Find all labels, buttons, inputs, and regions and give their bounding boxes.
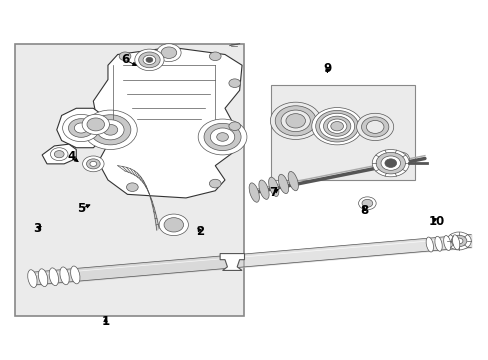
Circle shape: [203, 123, 241, 150]
Circle shape: [82, 114, 109, 134]
Circle shape: [161, 47, 176, 58]
Circle shape: [90, 115, 131, 145]
Circle shape: [228, 79, 240, 87]
Circle shape: [62, 114, 100, 141]
Ellipse shape: [49, 268, 59, 286]
Circle shape: [327, 119, 346, 134]
Text: 8: 8: [359, 204, 367, 217]
Circle shape: [446, 232, 470, 250]
Text: 5: 5: [77, 202, 85, 215]
Circle shape: [139, 52, 160, 68]
Circle shape: [87, 118, 104, 131]
Circle shape: [126, 183, 138, 192]
Circle shape: [454, 238, 462, 244]
Circle shape: [209, 52, 221, 60]
Ellipse shape: [451, 235, 459, 250]
Circle shape: [159, 214, 188, 235]
Ellipse shape: [70, 266, 80, 284]
Circle shape: [216, 133, 228, 141]
Ellipse shape: [434, 236, 441, 251]
Circle shape: [228, 122, 240, 131]
Circle shape: [83, 110, 137, 149]
Circle shape: [163, 218, 183, 232]
Ellipse shape: [39, 269, 48, 287]
Ellipse shape: [443, 235, 450, 251]
Circle shape: [358, 197, 375, 210]
Text: 4: 4: [67, 150, 75, 163]
Ellipse shape: [28, 270, 37, 288]
Ellipse shape: [268, 177, 278, 197]
Ellipse shape: [287, 171, 298, 191]
Text: 7: 7: [269, 186, 277, 199]
Circle shape: [82, 156, 104, 172]
Circle shape: [54, 150, 64, 158]
Ellipse shape: [425, 237, 432, 252]
Circle shape: [394, 154, 405, 162]
Circle shape: [90, 161, 97, 166]
Circle shape: [135, 49, 163, 71]
Ellipse shape: [258, 180, 268, 199]
Circle shape: [119, 52, 131, 60]
Circle shape: [270, 102, 321, 139]
Circle shape: [366, 121, 383, 134]
Text: 9: 9: [323, 62, 331, 75]
Circle shape: [361, 199, 372, 207]
Circle shape: [157, 44, 181, 62]
Circle shape: [50, 148, 68, 161]
Circle shape: [371, 149, 408, 177]
Circle shape: [311, 108, 362, 145]
Circle shape: [210, 128, 234, 146]
Bar: [271, 85, 414, 180]
Circle shape: [103, 125, 118, 135]
Circle shape: [143, 55, 156, 64]
Circle shape: [380, 156, 400, 170]
Circle shape: [97, 120, 124, 140]
Circle shape: [209, 179, 221, 188]
Circle shape: [198, 119, 246, 155]
Text: 2: 2: [196, 225, 204, 238]
Polygon shape: [220, 253, 244, 270]
Circle shape: [375, 152, 405, 174]
Circle shape: [315, 111, 358, 142]
Circle shape: [86, 159, 100, 169]
Ellipse shape: [60, 267, 69, 285]
Circle shape: [275, 106, 316, 136]
Circle shape: [146, 57, 153, 62]
Text: 3: 3: [33, 222, 41, 235]
Circle shape: [384, 159, 396, 167]
Polygon shape: [93, 47, 242, 198]
Text: 1: 1: [102, 315, 109, 328]
Polygon shape: [118, 166, 159, 230]
Circle shape: [330, 122, 343, 131]
Circle shape: [450, 235, 466, 247]
Circle shape: [319, 113, 354, 139]
Circle shape: [74, 123, 88, 133]
Polygon shape: [57, 108, 103, 148]
Circle shape: [285, 114, 305, 128]
Text: 6: 6: [121, 53, 129, 66]
Bar: [15, 44, 244, 316]
Circle shape: [281, 110, 310, 132]
Text: 10: 10: [428, 215, 444, 228]
Ellipse shape: [248, 183, 259, 202]
Polygon shape: [42, 144, 76, 164]
Circle shape: [323, 116, 350, 136]
Circle shape: [356, 113, 393, 140]
Ellipse shape: [278, 174, 288, 194]
Circle shape: [361, 117, 388, 137]
Circle shape: [68, 119, 94, 137]
Circle shape: [391, 152, 408, 165]
